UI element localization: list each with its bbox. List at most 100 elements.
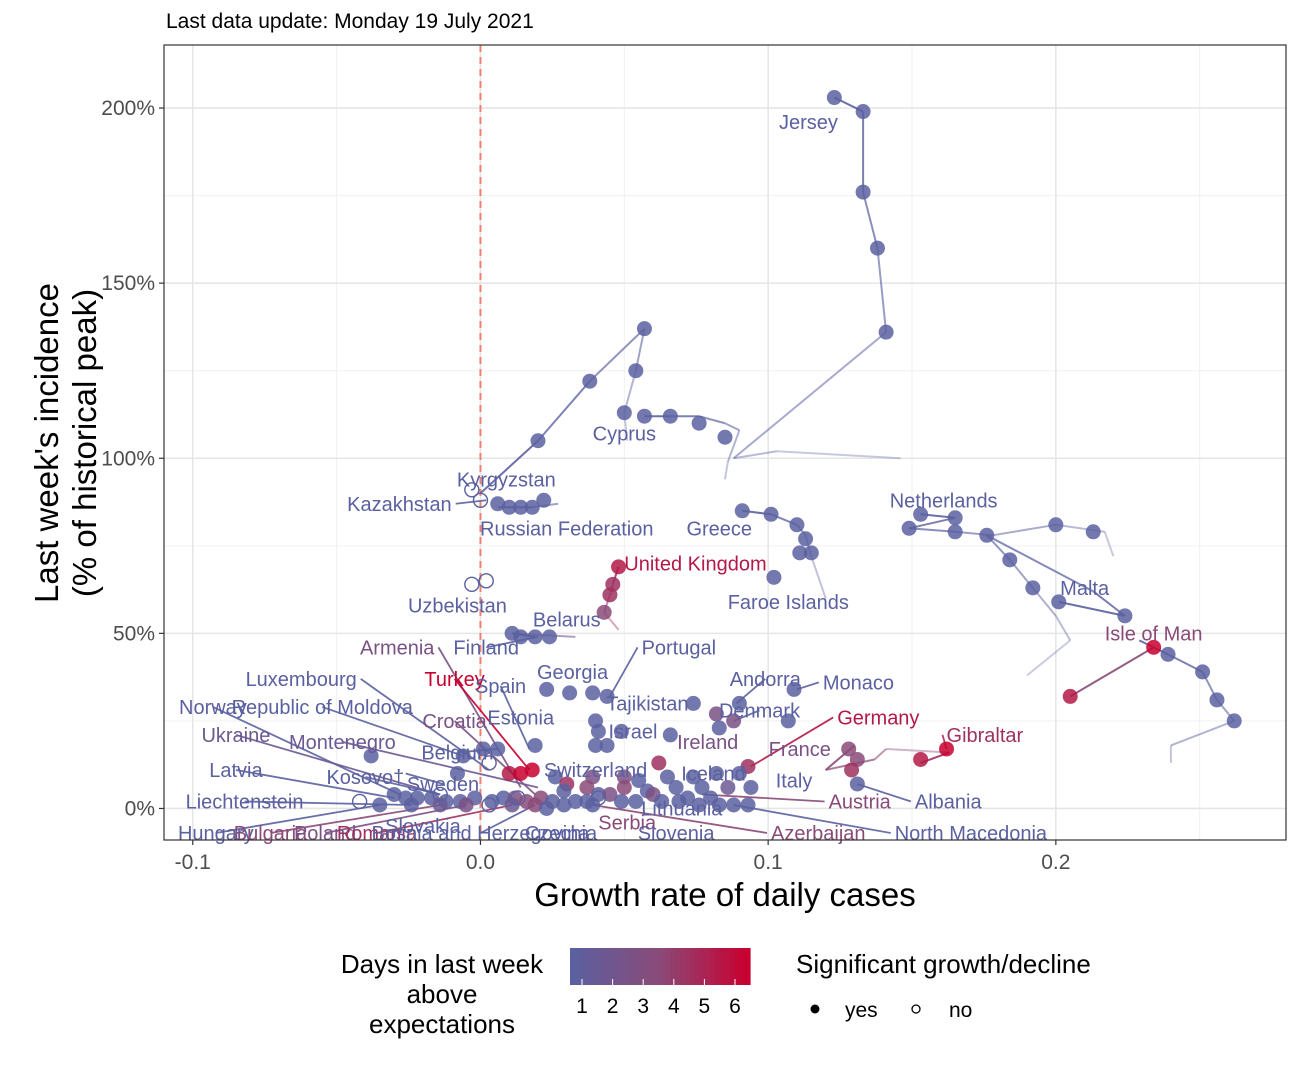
country-label: Iceland (681, 763, 746, 785)
country-label: North Macedonia (895, 823, 1048, 845)
data-point (631, 772, 647, 788)
country-label: Finland (453, 637, 519, 659)
data-point (513, 629, 529, 645)
data-point (1051, 594, 1067, 610)
colorbar-segment (630, 948, 636, 985)
data-point (524, 762, 540, 778)
legend-color-title-line1: Days in last week (341, 949, 544, 979)
data-point (547, 769, 563, 785)
country-label: Denmark (719, 700, 801, 722)
chart-subtitle: Last data update: Monday 19 July 2021 (166, 10, 534, 33)
country-label: Malta (1060, 578, 1110, 600)
data-point (654, 793, 670, 809)
colorbar-segment (665, 948, 671, 985)
data-point (490, 741, 506, 757)
trajectory-segment (908, 516, 956, 530)
data-point (662, 727, 678, 743)
data-point (585, 797, 601, 813)
data-point (841, 741, 857, 757)
data-point (616, 769, 632, 785)
trajectory-segment (873, 748, 887, 761)
data-point (628, 793, 644, 809)
data-point (786, 681, 802, 697)
label-leader (437, 646, 522, 788)
data-point (766, 569, 782, 585)
colorbar-segment (715, 948, 721, 985)
data-point (599, 688, 615, 704)
colorbar-segment (605, 948, 611, 985)
plot-border (163, 44, 1287, 841)
colorbar-segment (685, 948, 691, 985)
colorbar-segment (745, 948, 751, 985)
trajectory-segment (862, 191, 879, 249)
data-point-nonsig (510, 790, 526, 806)
colorbar-label: 3 (637, 995, 649, 1018)
data-point-nonsig (351, 793, 368, 810)
label-leader (453, 678, 531, 771)
data-point (792, 545, 808, 561)
data-point (913, 506, 929, 522)
data-point (567, 793, 583, 809)
trajectory-segment (909, 527, 956, 533)
colorbar-segment (615, 948, 621, 985)
data-point (901, 520, 917, 536)
data-point (542, 629, 558, 645)
colorbar-segment (710, 948, 716, 985)
country-label: Monaco (823, 672, 894, 694)
data-point-nonsig (481, 797, 497, 813)
data-point (501, 765, 517, 781)
data-point (636, 408, 652, 424)
country-label: Albania (915, 791, 983, 813)
data-point (613, 793, 629, 809)
label-leader (212, 706, 401, 796)
x-tick-label: 0.0 (466, 851, 495, 874)
data-point (711, 797, 727, 813)
colorbar-segment (720, 948, 726, 985)
label-leader (701, 793, 825, 803)
colorbar-segment (575, 948, 581, 985)
data-point (513, 765, 529, 781)
trajectory-segment (724, 461, 729, 480)
country-label: Serbia (598, 812, 657, 834)
data-point (596, 604, 612, 620)
label-leader (235, 734, 441, 796)
data-point (708, 706, 724, 722)
country-label: Gibraltar (947, 725, 1024, 747)
colorbar-segment (640, 948, 646, 985)
country-label: Turkey (424, 669, 484, 691)
country-label: Latvia (209, 760, 263, 782)
data-point (1025, 580, 1041, 596)
y-tick-label: 50% (113, 622, 155, 645)
country-label: Belgium (421, 742, 493, 764)
trajectory-segment (1058, 600, 1126, 617)
colorbar-segment (670, 948, 676, 985)
data-point (1002, 552, 1018, 568)
colorbar-segment (730, 948, 736, 985)
data-point (602, 786, 618, 802)
data-point (708, 765, 724, 781)
colorbar-segment (600, 948, 606, 985)
country-label: Faroe Islands (728, 592, 849, 614)
trajectory-segment (733, 450, 777, 460)
data-point (780, 713, 796, 729)
data-point (490, 496, 506, 512)
trajectory-segment (732, 331, 887, 460)
data-point (849, 776, 865, 792)
data-point (671, 793, 687, 809)
data-point (524, 499, 540, 515)
colorbar-segment (635, 948, 641, 985)
data-point (947, 524, 963, 540)
data-point (504, 797, 520, 813)
data-point (844, 762, 860, 778)
colorbar-segment (740, 948, 746, 985)
data-point-nonsig (478, 573, 494, 589)
data-point (536, 492, 552, 508)
data-point (530, 433, 546, 449)
label-leader (733, 804, 891, 834)
legend-color-title-line3: expectations (369, 1009, 515, 1039)
colorbar-segment (725, 948, 731, 985)
label-leader-lines (212, 499, 948, 834)
label-leader (750, 716, 834, 768)
data-point (855, 104, 871, 120)
